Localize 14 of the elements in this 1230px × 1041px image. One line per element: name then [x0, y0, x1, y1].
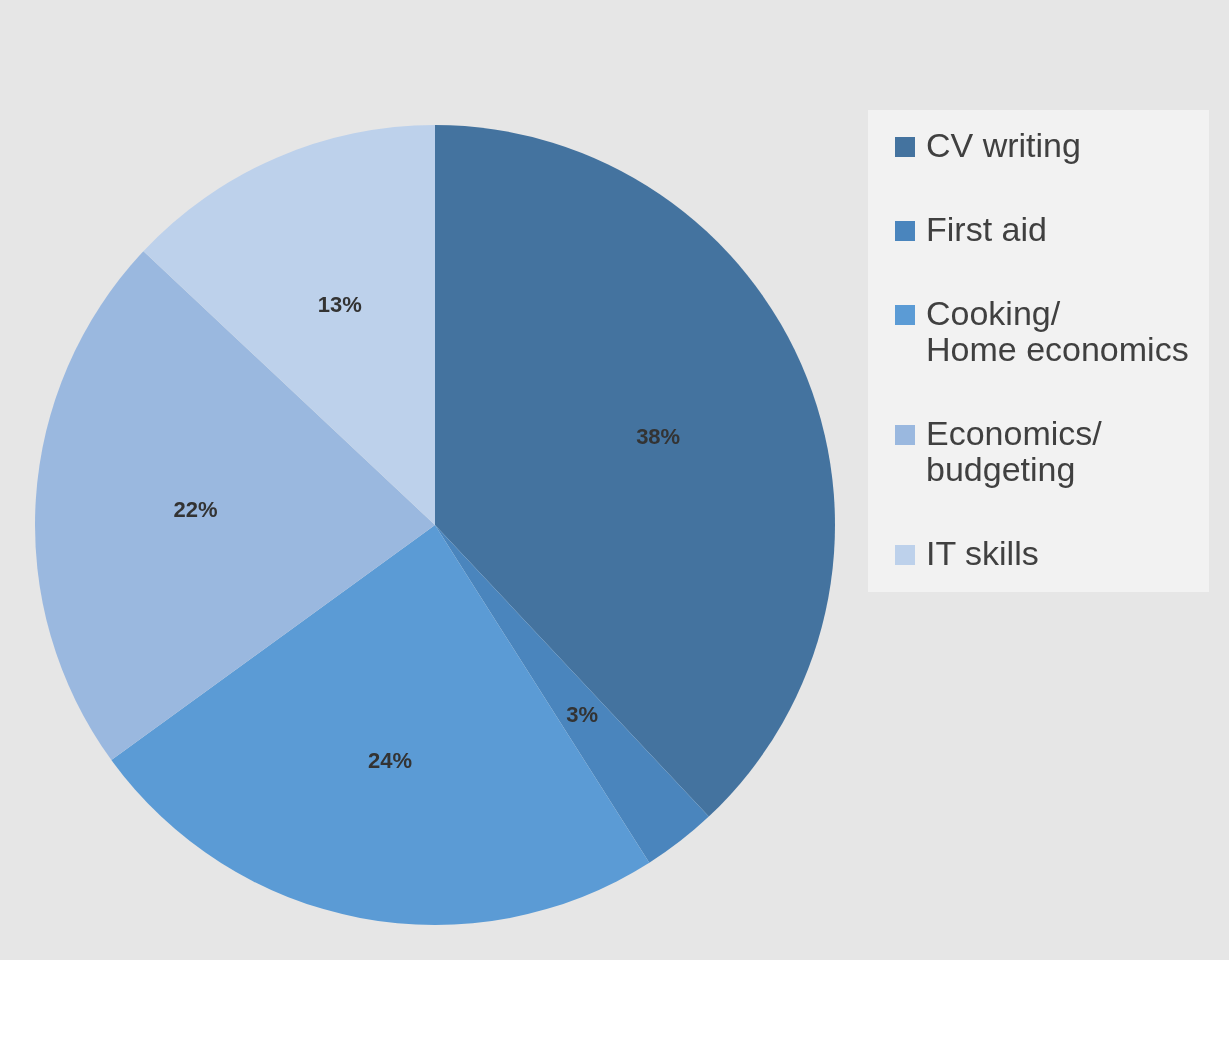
legend-label: CV writing — [926, 126, 1081, 164]
data-label: 22% — [173, 496, 218, 522]
legend-label: First aid — [926, 210, 1047, 248]
legend-label: Cooking/ Home economics — [926, 294, 1189, 368]
pie-slice — [435, 525, 709, 863]
data-label: 13% — [317, 291, 362, 317]
data-label: 3% — [566, 701, 598, 727]
data-label: 38% — [636, 423, 681, 449]
data-label: 24% — [368, 747, 413, 773]
legend-label: Economics/ budgeting — [926, 414, 1103, 488]
legend-label: IT skills — [926, 534, 1039, 572]
pie-slice — [111, 525, 650, 925]
pie-slice — [435, 125, 835, 817]
pie-slice — [143, 125, 435, 525]
